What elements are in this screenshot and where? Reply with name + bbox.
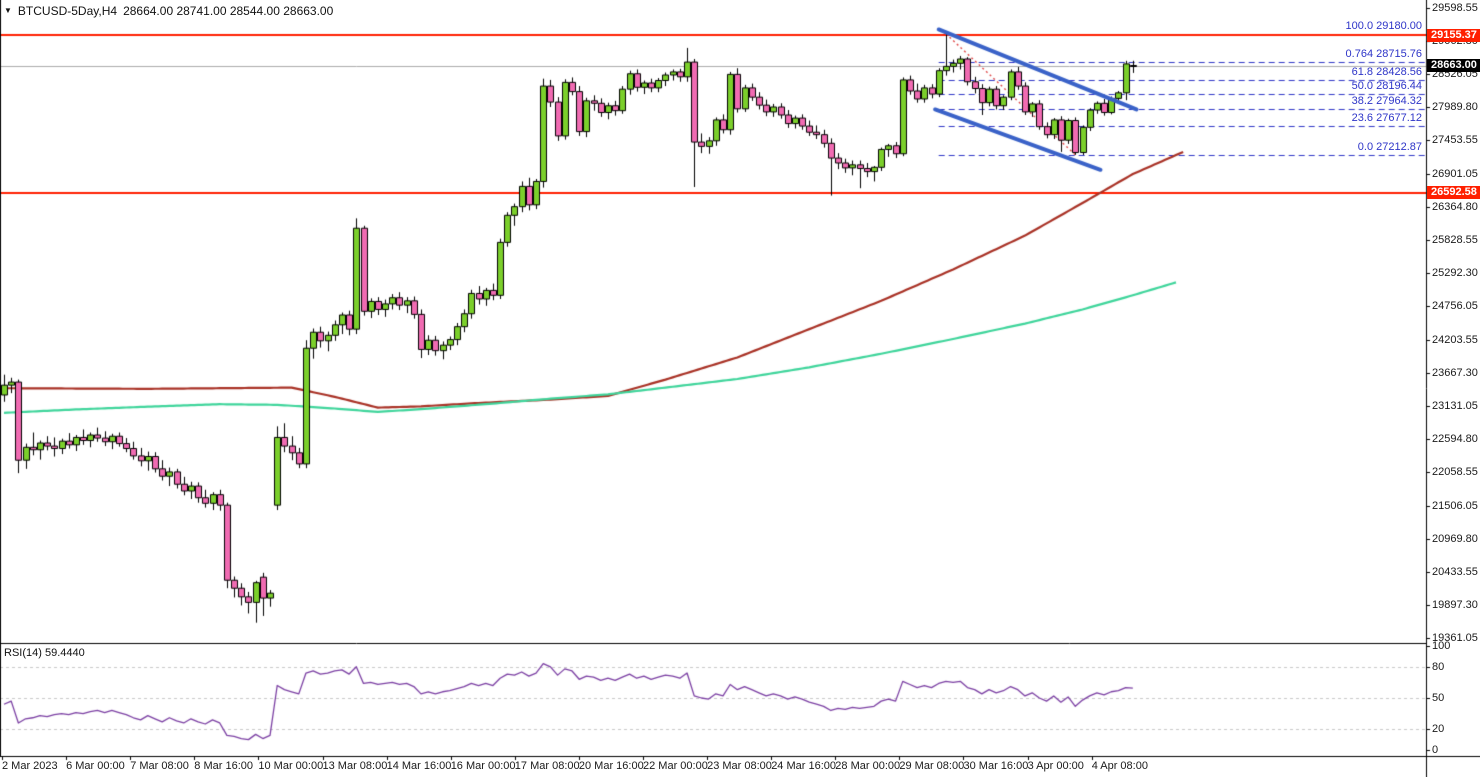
time-axis-label: 4 Apr 08:00 xyxy=(1091,760,1148,772)
time-axis-label: 14 Mar 16:00 xyxy=(386,760,452,772)
time-axis[interactable]: 2 Mar 2023 6 Mar 00:00 7 Mar 08:00 8 Mar 16… xyxy=(0,759,1480,777)
price-axis-label: 20969.80 xyxy=(1432,533,1478,545)
time-axis-label: 22 Mar 00:00 xyxy=(643,760,708,772)
time-axis-label: 24 Mar 16:00 xyxy=(771,760,837,772)
price-axis-label: 29598.55 xyxy=(1432,2,1478,14)
time-axis-label: 10 Mar 00:00 xyxy=(258,760,324,772)
time-axis-label: 2 Mar 2023 xyxy=(2,760,58,772)
price-axis-label: 22594.80 xyxy=(1432,433,1478,445)
time-axis-label: 29 Mar 08:00 xyxy=(899,760,965,772)
time-axis-label: 13 Mar 08:00 xyxy=(322,760,388,772)
time-axis-label: 6 Mar 00:00 xyxy=(66,760,125,772)
time-axis-label: 20 Mar 16:00 xyxy=(578,760,644,772)
time-axis-label: 23 Mar 08:00 xyxy=(707,760,772,772)
price-axis[interactable]: 29598.5529062.3028526.0527989.8027453.55… xyxy=(1427,0,1480,756)
price-axis-label: 20433.55 xyxy=(1432,566,1478,578)
time-axis-label: 30 Mar 16:00 xyxy=(963,760,1029,772)
rsi-axis-label: 100 xyxy=(1432,640,1451,652)
price-marker: 29155.37 xyxy=(1427,28,1480,42)
rsi-axis[interactable]: 100 80 50 20 0 xyxy=(1427,640,1480,756)
price-axis-label: 26901.05 xyxy=(1432,168,1478,180)
price-axis-label: 19361.05 xyxy=(1432,632,1478,644)
time-axis-label: 17 Mar 08:00 xyxy=(514,760,580,772)
rsi-indicator-label: RSI(14) 59.4440 xyxy=(4,647,85,659)
time-axis-label: 16 Mar 00:00 xyxy=(450,760,516,772)
price-axis-label: 23667.30 xyxy=(1432,367,1478,379)
price-axis-label: 24203.55 xyxy=(1432,334,1478,346)
chart-symbol-timeframe: BTCUSD-5Day,H4 xyxy=(17,4,118,18)
price-axis-label: 21506.05 xyxy=(1432,500,1478,512)
price-axis-label: 23131.05 xyxy=(1432,400,1478,412)
chart-ohlc-values: 28664.00 28741.00 28544.00 28663.00 xyxy=(123,4,334,18)
price-axis-label: 26364.80 xyxy=(1432,201,1478,213)
time-axis-label: 8 Mar 16:00 xyxy=(194,760,253,772)
price-marker: 28663.00 xyxy=(1427,59,1480,73)
symbol-marker-icon: ▼ xyxy=(4,6,12,15)
rsi-axis-label: 80 xyxy=(1432,660,1445,673)
price-axis-label: 19897.30 xyxy=(1432,599,1478,611)
price-axis-label: 25828.55 xyxy=(1432,234,1478,246)
time-axis-label: 7 Mar 08:00 xyxy=(130,760,189,772)
time-axis-label: 3 Apr 00:00 xyxy=(1027,760,1084,772)
price-marker: 26592.58 xyxy=(1427,186,1480,200)
rsi-axis-label: 0 xyxy=(1432,744,1439,756)
chart-title: ▼ BTCUSD-5Day,H4 28664.00 28741.00 28544… xyxy=(4,4,333,18)
time-axis-label: 28 Mar 00:00 xyxy=(835,760,901,772)
price-axis-label: 25292.30 xyxy=(1432,267,1478,279)
price-axis-label: 24756.05 xyxy=(1432,300,1478,312)
price-axis-label: 27453.55 xyxy=(1432,134,1478,146)
rsi-axis-label: 50 xyxy=(1432,692,1445,704)
rsi-axis-label: 20 xyxy=(1432,723,1445,736)
price-axis-label: 27989.80 xyxy=(1432,101,1478,113)
price-axis-label: 22058.55 xyxy=(1432,466,1478,478)
